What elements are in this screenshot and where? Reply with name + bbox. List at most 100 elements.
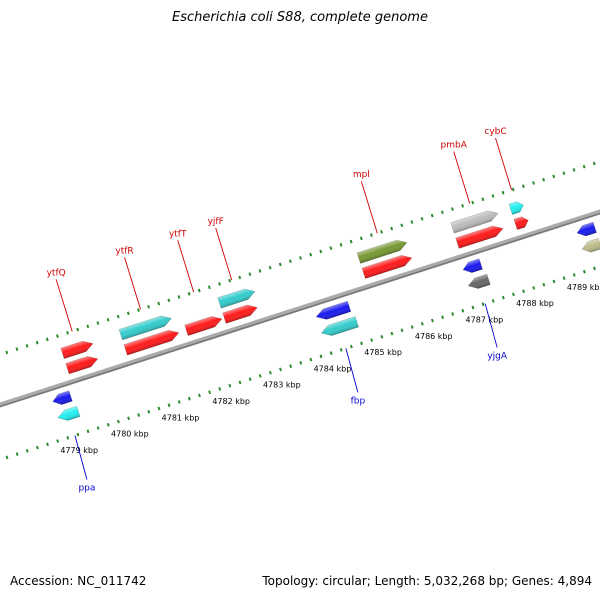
minor-tick bbox=[137, 308, 140, 312]
gene-label: fbp bbox=[351, 396, 366, 406]
minor-tick bbox=[461, 308, 465, 313]
minor-tick bbox=[390, 331, 394, 336]
minor-tick bbox=[532, 181, 535, 185]
minor-tick bbox=[430, 318, 434, 323]
feature-shading bbox=[361, 255, 412, 279]
minor-tick bbox=[552, 174, 556, 179]
minor-tick bbox=[126, 311, 130, 316]
minor-tick bbox=[512, 292, 515, 297]
minor-tick bbox=[420, 216, 424, 221]
minor-tick bbox=[481, 302, 485, 307]
gene-leader-line bbox=[177, 240, 195, 293]
minor-tick bbox=[349, 344, 353, 349]
minor-tick bbox=[542, 282, 546, 287]
minor-tick bbox=[207, 285, 211, 290]
minor-tick bbox=[410, 325, 414, 329]
gene-leader-line bbox=[484, 303, 498, 348]
minor-tick bbox=[197, 288, 201, 293]
feature-shading bbox=[184, 316, 222, 336]
minor-tick bbox=[238, 380, 242, 385]
minor-tick bbox=[86, 324, 90, 329]
minor-tick bbox=[76, 432, 80, 437]
minor-tick bbox=[511, 187, 515, 192]
minor-tick bbox=[258, 269, 262, 273]
minor-tick bbox=[55, 334, 59, 338]
feature-shading bbox=[357, 240, 407, 264]
feature-arrow bbox=[576, 221, 597, 237]
reverse-tick-row bbox=[5, 266, 596, 460]
gene-label: yjgA bbox=[487, 352, 508, 362]
minor-tick bbox=[471, 200, 475, 205]
minor-tick bbox=[329, 351, 333, 355]
minor-tick bbox=[521, 184, 525, 189]
minor-tick bbox=[106, 317, 110, 322]
minor-tick bbox=[552, 279, 556, 284]
minor-tick bbox=[592, 161, 596, 166]
minor-tick bbox=[106, 422, 110, 427]
feature-shading bbox=[321, 316, 359, 336]
gene-label: ppa bbox=[78, 484, 95, 494]
ruler-label: 4787 kbp bbox=[466, 316, 504, 325]
minor-tick bbox=[451, 207, 454, 211]
minor-tick bbox=[299, 361, 303, 365]
minor-tick bbox=[96, 321, 100, 325]
minor-tick bbox=[5, 455, 9, 460]
minor-tick bbox=[56, 439, 60, 443]
minor-tick bbox=[86, 429, 90, 434]
feature-shading bbox=[123, 330, 179, 356]
gene-leader-line bbox=[124, 257, 141, 310]
minor-tick bbox=[329, 246, 333, 250]
feature-shading bbox=[468, 274, 491, 289]
feature-shading bbox=[217, 288, 255, 309]
minor-tick bbox=[15, 347, 19, 351]
backbone-group bbox=[0, 209, 600, 408]
minor-tick bbox=[491, 299, 495, 303]
minor-tick bbox=[380, 334, 384, 339]
feature-shading bbox=[58, 406, 81, 421]
ruler-label: 4783 kbp bbox=[263, 381, 301, 390]
gene-label: ytfT bbox=[169, 229, 187, 239]
feature-arrow bbox=[450, 210, 499, 234]
feature-group bbox=[52, 201, 600, 421]
minor-tick bbox=[187, 291, 191, 296]
minor-tick bbox=[248, 377, 252, 382]
ruler-label: 4782 kbp bbox=[212, 397, 250, 406]
minor-tick bbox=[309, 357, 313, 362]
minor-tick bbox=[288, 259, 292, 263]
feature-arrow bbox=[361, 255, 413, 279]
minor-tick bbox=[278, 262, 282, 267]
minor-tick bbox=[66, 435, 70, 440]
feature-shading bbox=[65, 356, 98, 374]
minor-tick bbox=[208, 390, 212, 395]
gene-label: ytfR bbox=[115, 246, 133, 256]
minor-tick bbox=[25, 344, 29, 348]
feature-arrow bbox=[52, 390, 73, 405]
minor-tick bbox=[167, 298, 171, 303]
minor-tick bbox=[35, 445, 39, 450]
backbone-line bbox=[0, 209, 600, 408]
feature-arrow bbox=[184, 316, 223, 336]
ruler-label: 4788 kbp bbox=[516, 299, 554, 308]
minor-tick bbox=[157, 406, 161, 411]
minor-tick bbox=[46, 442, 49, 447]
minor-tick bbox=[461, 203, 465, 208]
feature-arrow bbox=[222, 304, 258, 324]
feature-arrow bbox=[513, 216, 529, 231]
minor-tick bbox=[187, 396, 191, 401]
minor-tick bbox=[289, 364, 293, 368]
gene-label: mpl bbox=[353, 170, 370, 180]
minor-tick bbox=[309, 252, 313, 257]
minor-tick bbox=[339, 348, 343, 352]
minor-tick bbox=[76, 327, 80, 332]
accession-text: Accession: NC_011742 bbox=[10, 574, 147, 588]
gene-leader-line bbox=[74, 435, 88, 480]
minor-tick bbox=[248, 272, 252, 277]
ruler-label: 4781 kbp bbox=[162, 413, 200, 422]
feature-arrow bbox=[467, 273, 491, 289]
minor-tick bbox=[147, 409, 151, 414]
ruler-label: 4789 kbp bbox=[567, 283, 600, 292]
feature-arrow bbox=[123, 329, 180, 356]
minor-tick bbox=[369, 233, 373, 237]
feature-arrow bbox=[356, 239, 408, 264]
